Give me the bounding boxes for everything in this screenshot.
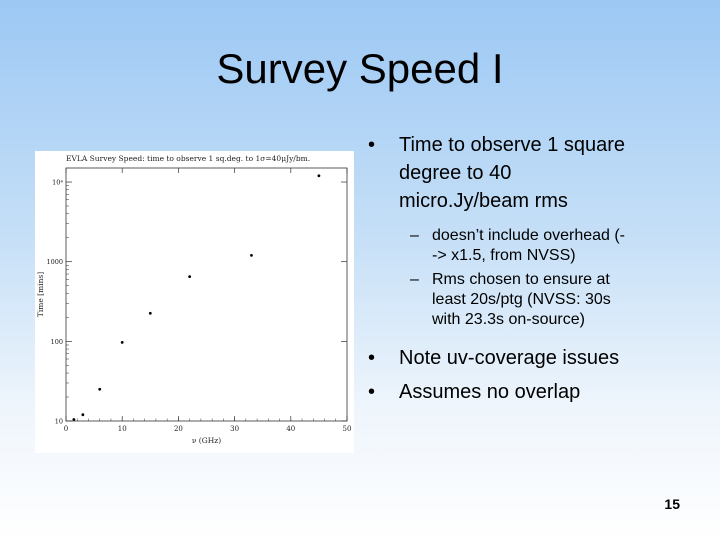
bullet-list: • Time to observe 1 square degree to 40 … (368, 131, 703, 406)
sub-bullet-line: Rms chosen to ensure at (432, 271, 610, 288)
x-tick-label: 40 (286, 425, 295, 433)
bullet-text-line: Time to observe 1 square (399, 134, 626, 156)
sub-bullet-line: with 23.3s on-source) (432, 311, 585, 328)
plot-frame (65, 167, 348, 422)
bullet-text-line: Assumes no overlap (399, 381, 581, 403)
bullet-text-line: degree to 40 (399, 162, 512, 184)
chart-title: EVLA Survey Speed: time to observe 1 sq.… (66, 154, 310, 163)
data-point (250, 253, 253, 257)
dash-symbol: – (410, 271, 419, 288)
bullet-symbol: • (368, 381, 376, 403)
x-axis-label: ν (GHz) (192, 436, 221, 445)
survey-speed-plot: EVLA Survey Speed: time to observe 1 sq.… (35, 151, 354, 453)
sub-bullet-line: least 20s/ptg (NVSS: 30s (432, 291, 611, 308)
sub-bullet-line: doesn’t include overhead (- (432, 227, 626, 244)
x-tick-label: 10 (118, 425, 127, 433)
x-tick-label: 20 (174, 425, 183, 433)
slide-number: 15 (664, 496, 680, 512)
bullet-item: • Note uv-coverage issues (368, 344, 703, 372)
dash-symbol: – (410, 227, 419, 244)
data-point (148, 311, 152, 315)
data-point (188, 275, 192, 278)
x-tick-label: 50 (343, 425, 352, 433)
data-point (98, 387, 102, 391)
data-point (72, 418, 76, 421)
y-axis-label: Time [mins] (36, 272, 45, 317)
sub-bullet-line: -> x1.5, from NVSS) (432, 247, 576, 264)
bullet-text-line: micro.Jy/beam rms (399, 190, 568, 212)
slide-title: Survey Speed I (216, 45, 504, 92)
bullet-symbol: • (368, 347, 376, 369)
data-point (120, 340, 124, 344)
bullet-item: • Assumes no overlap (368, 378, 703, 406)
plot-svg: EVLA Survey Speed: time to observe 1 sq.… (36, 154, 352, 445)
y-tick-label: 100 (51, 338, 63, 346)
data-point (81, 413, 85, 417)
y-tick-label: 1000 (46, 258, 63, 266)
y-tick-label: 10⁴ (52, 179, 63, 187)
bullet-text-line: Note uv-coverage issues (399, 347, 620, 369)
bullet-item: • Time to observe 1 square degree to 40 … (368, 131, 703, 215)
bullet-symbol: • (368, 134, 376, 156)
sub-bullet-item: – Rms chosen to ensure at least 20s/ptg … (368, 270, 703, 330)
x-tick-label: 0 (64, 425, 68, 433)
x-tick-label: 30 (230, 425, 239, 433)
y-tick-label: 10 (55, 418, 63, 426)
data-point (317, 174, 321, 178)
sub-bullet-item: – doesn’t include overhead (- -> x1.5, f… (368, 226, 703, 266)
